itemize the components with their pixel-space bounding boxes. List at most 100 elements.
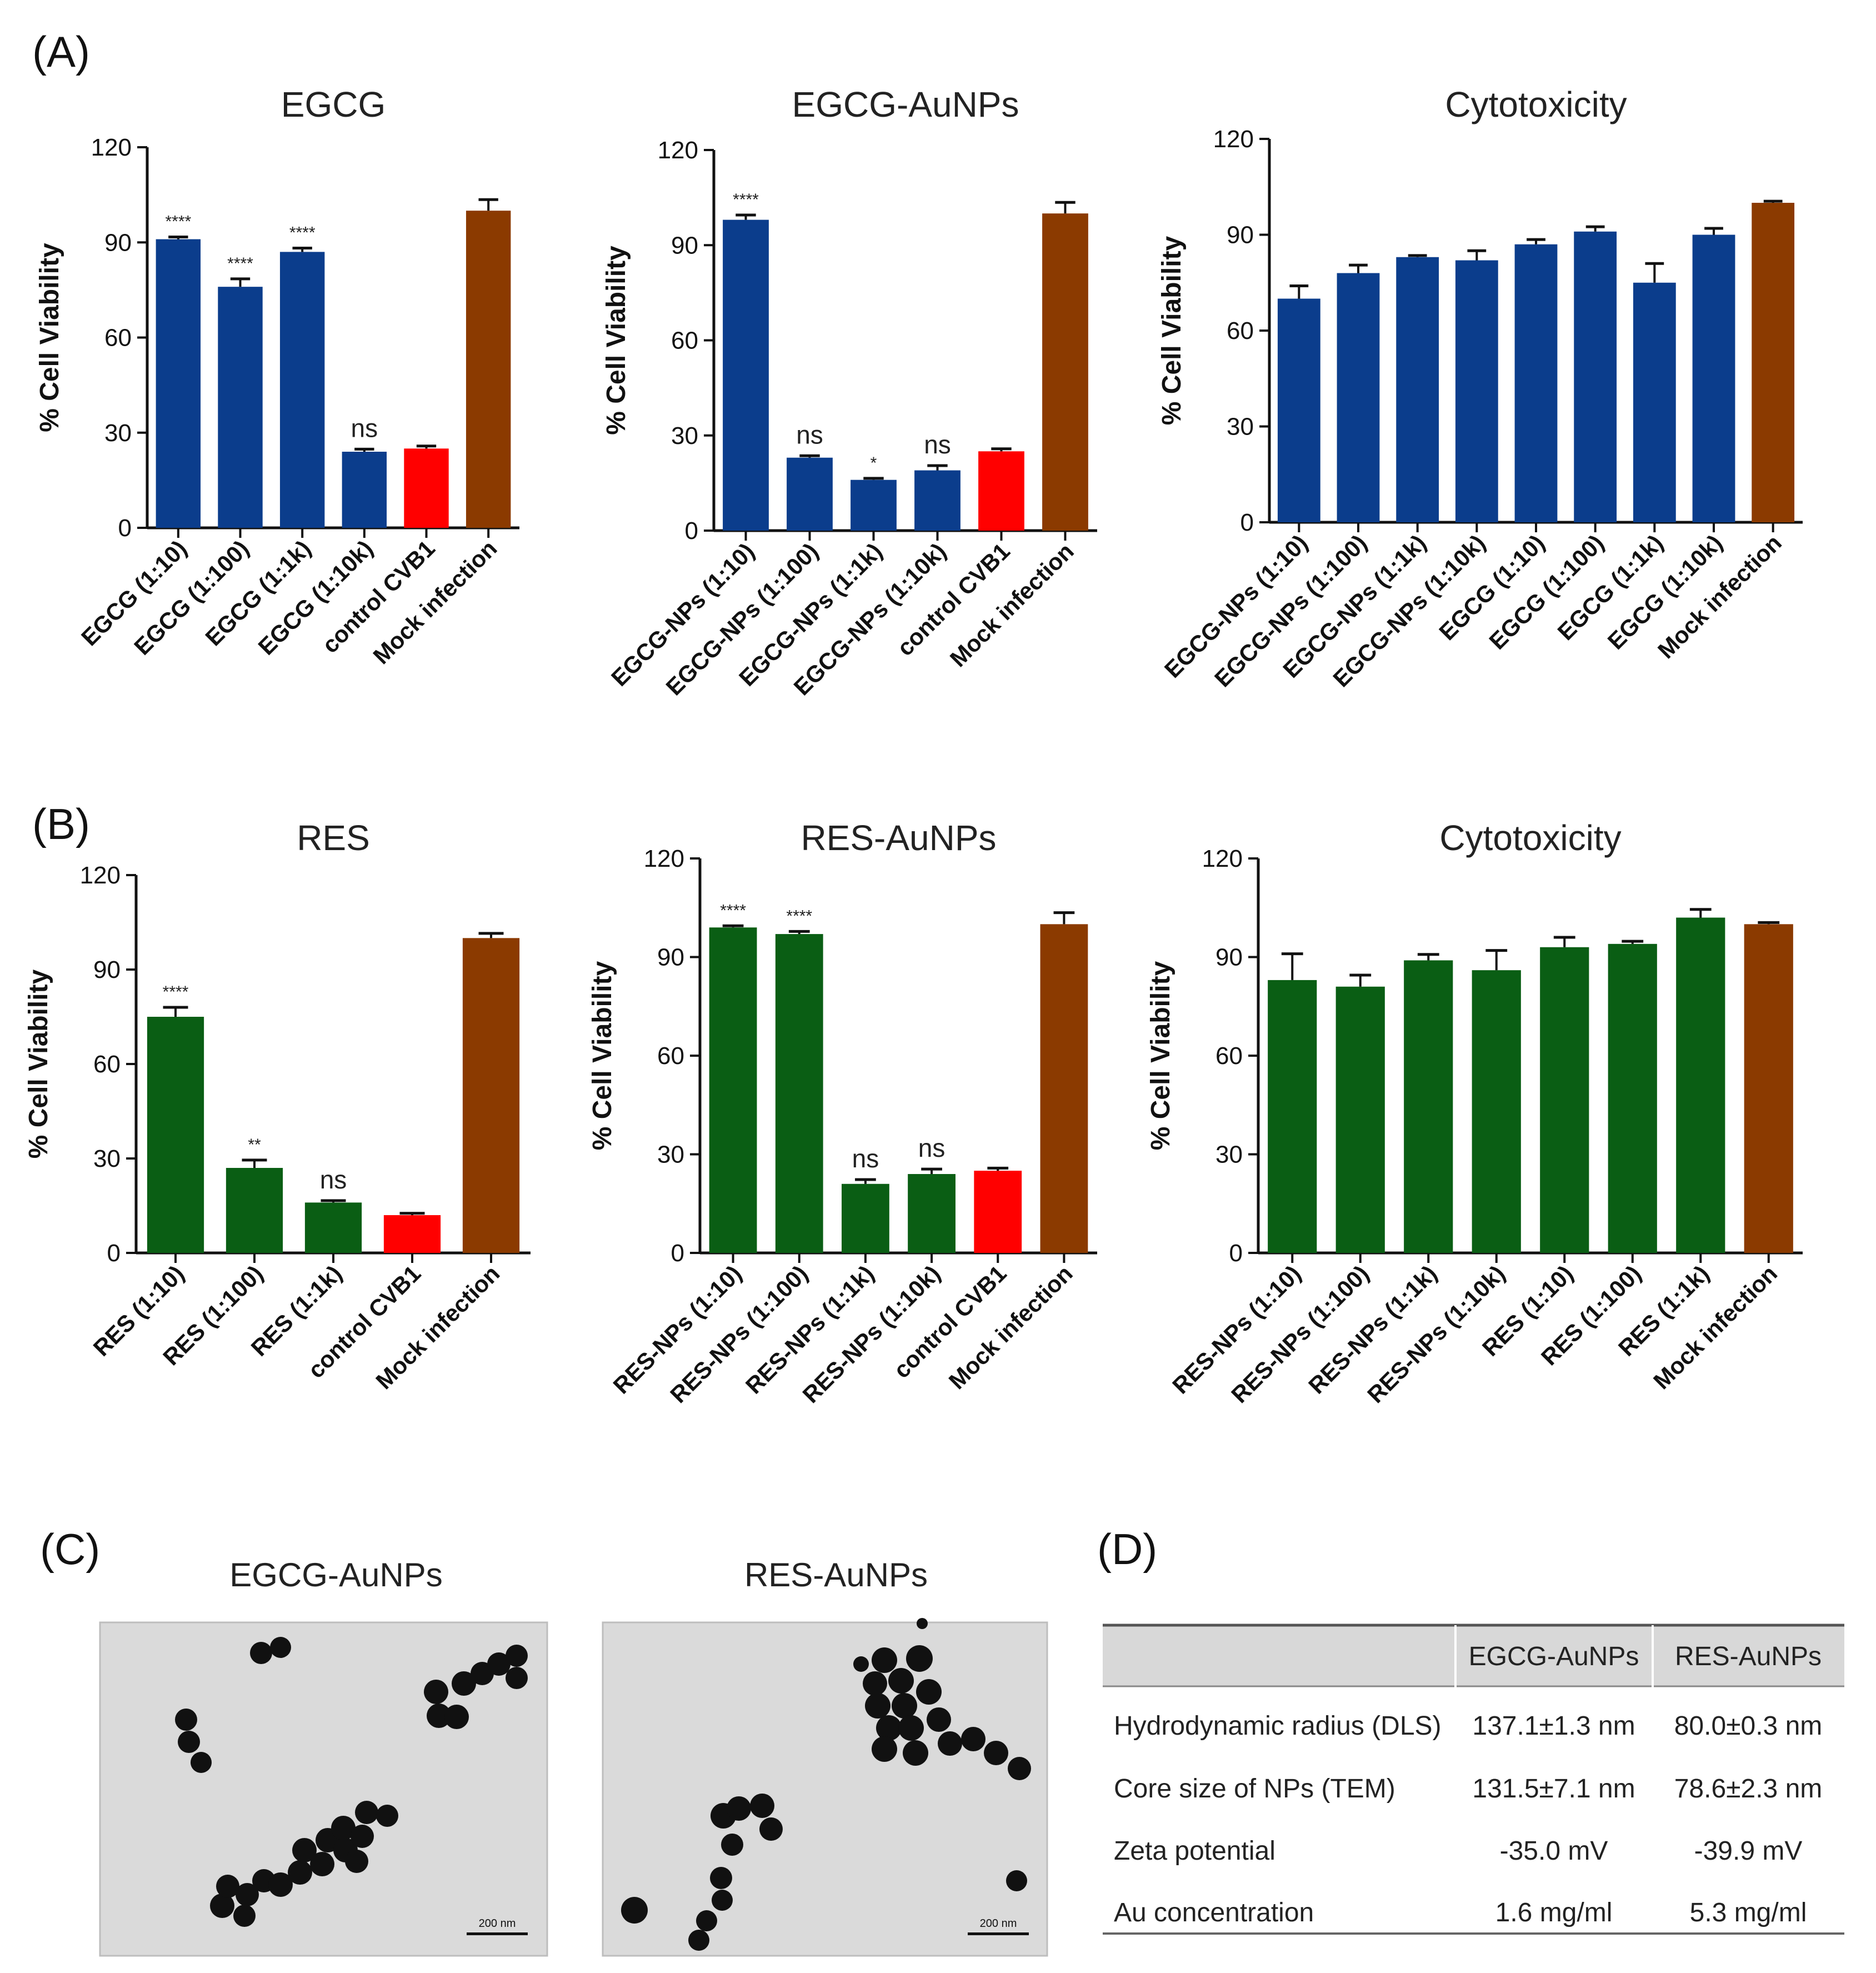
bar	[709, 927, 757, 1253]
tem-image-egcg: 200 nm	[99, 1621, 548, 1957]
x-category-label: control CVB1	[892, 538, 1015, 661]
bar	[775, 934, 823, 1253]
bar	[1514, 244, 1558, 522]
table-header-res: RES-AuNPs	[1675, 1642, 1822, 1671]
bar	[1042, 213, 1088, 531]
y-tick-label: 0	[685, 517, 698, 545]
bar	[1692, 234, 1735, 522]
significance-label: ns	[852, 1144, 879, 1173]
chart-title: RES-AuNPs	[801, 818, 996, 858]
bar	[1633, 282, 1676, 522]
bar	[279, 252, 325, 528]
table-row-label: Zeta potential	[1114, 1836, 1275, 1866]
y-tick-label: 90	[93, 956, 121, 983]
table-row-label: Core size of NPs (TEM)	[1114, 1774, 1395, 1804]
panel-label-b: (B)	[32, 800, 90, 848]
tem-image-res: 200 nm	[602, 1618, 1048, 1957]
y-axis-label: % Cell Viability	[1146, 961, 1175, 1150]
y-tick-label: 120	[80, 862, 121, 889]
bar	[1335, 986, 1385, 1253]
properties-table: EGCG-AuNPs RES-AuNPs Hydrodynamic radius…	[1103, 1624, 1844, 1935]
tem-title-res: RES-AuNPs	[744, 1556, 928, 1594]
bar	[1574, 231, 1617, 522]
table-row-label: Au concentration	[1114, 1898, 1314, 1927]
y-tick-label: 30	[1215, 1141, 1243, 1168]
panel-label-c: (C)	[40, 1525, 100, 1574]
y-tick-label: 0	[1240, 509, 1254, 536]
table-row-label: Hydrodynamic radius (DLS)	[1114, 1711, 1442, 1741]
panel-label-d: (D)	[1097, 1525, 1157, 1574]
y-tick-label: 30	[93, 1145, 121, 1172]
bar	[462, 938, 520, 1253]
y-axis-label: % Cell Viability	[1157, 236, 1187, 425]
chart-egcg: EGCG % Cell Viability 0 30 60 90 120 **** EGCG (…	[35, 84, 519, 669]
bar	[1396, 257, 1439, 522]
y-tick-label: 120	[1213, 126, 1254, 153]
x-category-label: Mock infection	[1648, 1260, 1782, 1394]
bar	[723, 219, 769, 531]
tem-title-egcg: EGCG-AuNPs	[229, 1556, 442, 1594]
bar	[1752, 203, 1795, 522]
bar	[304, 1202, 362, 1253]
significance-label: ns	[796, 420, 823, 449]
bar	[908, 1174, 955, 1253]
x-category-label: RES-NPs (1:1k)	[1303, 1260, 1442, 1398]
x-category-label: RES-NPs (1:10)	[1167, 1260, 1305, 1398]
bar	[342, 452, 387, 528]
y-tick-label: 0	[1229, 1240, 1243, 1267]
significance-label: **	[248, 1136, 261, 1154]
y-tick-label: 90	[1215, 944, 1243, 971]
y-tick-label: 90	[104, 229, 132, 256]
chart-title: EGCG-AuNPs	[792, 84, 1019, 124]
y-tick-label: 60	[93, 1051, 121, 1078]
significance-label: *	[871, 454, 877, 472]
significance-label: ****	[289, 224, 316, 242]
nanoparticle-cluster-res	[621, 1618, 1031, 1951]
bar	[1455, 260, 1498, 522]
chart-title: Cytotoxicity	[1439, 818, 1621, 858]
table-cell: -35.0 mV	[1500, 1836, 1608, 1866]
significance-label: ****	[720, 901, 746, 920]
significance-label: ns	[918, 1133, 945, 1162]
significance-label: ****	[163, 983, 189, 1001]
y-tick-label: 90	[1227, 222, 1254, 249]
bar	[978, 451, 1024, 531]
bar	[404, 448, 449, 528]
x-category-label: Mock infection	[944, 1260, 1078, 1394]
table-cell: -39.9 mV	[1694, 1836, 1803, 1866]
bar	[383, 1215, 441, 1253]
scale-label-egcg: 200 nm	[479, 1917, 516, 1930]
table-cell: 5.3 mg/ml	[1690, 1898, 1807, 1927]
bar	[851, 479, 897, 531]
significance-label: ****	[227, 254, 253, 273]
significance-label: ****	[733, 191, 759, 209]
bar	[1337, 273, 1380, 522]
scale-bar-egcg	[467, 1932, 528, 1935]
y-axis-label: % Cell Viability	[602, 246, 631, 435]
y-axis-label: % Cell Viability	[35, 243, 64, 432]
y-tick-label: 90	[657, 944, 684, 971]
bar	[1404, 960, 1453, 1253]
table-header-egcg: EGCG-AuNPs	[1469, 1642, 1639, 1671]
table-cell: 131.5±7.1 nm	[1472, 1774, 1635, 1804]
bar	[1040, 924, 1088, 1253]
bar	[1268, 980, 1317, 1253]
panel-label-a: (A)	[32, 27, 90, 76]
significance-label: ns	[351, 413, 378, 442]
bar	[147, 1017, 204, 1253]
bar	[1540, 947, 1589, 1253]
chart-egcg-cytotoxicity: Cytotoxicity% Cell Viability0306090120EG…	[1157, 84, 1803, 692]
bar	[1744, 924, 1793, 1253]
y-tick-label: 60	[657, 1042, 684, 1070]
significance-label: ns	[924, 430, 951, 459]
table-cell: 78.6±2.3 nm	[1674, 1774, 1823, 1804]
y-tick-label: 120	[658, 137, 698, 164]
table-cell: 80.0±0.3 nm	[1674, 1711, 1823, 1741]
chart-title: Cytotoxicity	[1445, 84, 1627, 124]
y-tick-label: 30	[1227, 413, 1254, 441]
table-cell: 1.6 mg/ml	[1495, 1898, 1613, 1927]
chart-egcg-aunps: EGCG-AuNPs% Cell Viability0306090120****…	[602, 84, 1097, 700]
y-tick-label: 120	[644, 845, 684, 872]
x-category-label: control CVB1	[888, 1260, 1011, 1383]
